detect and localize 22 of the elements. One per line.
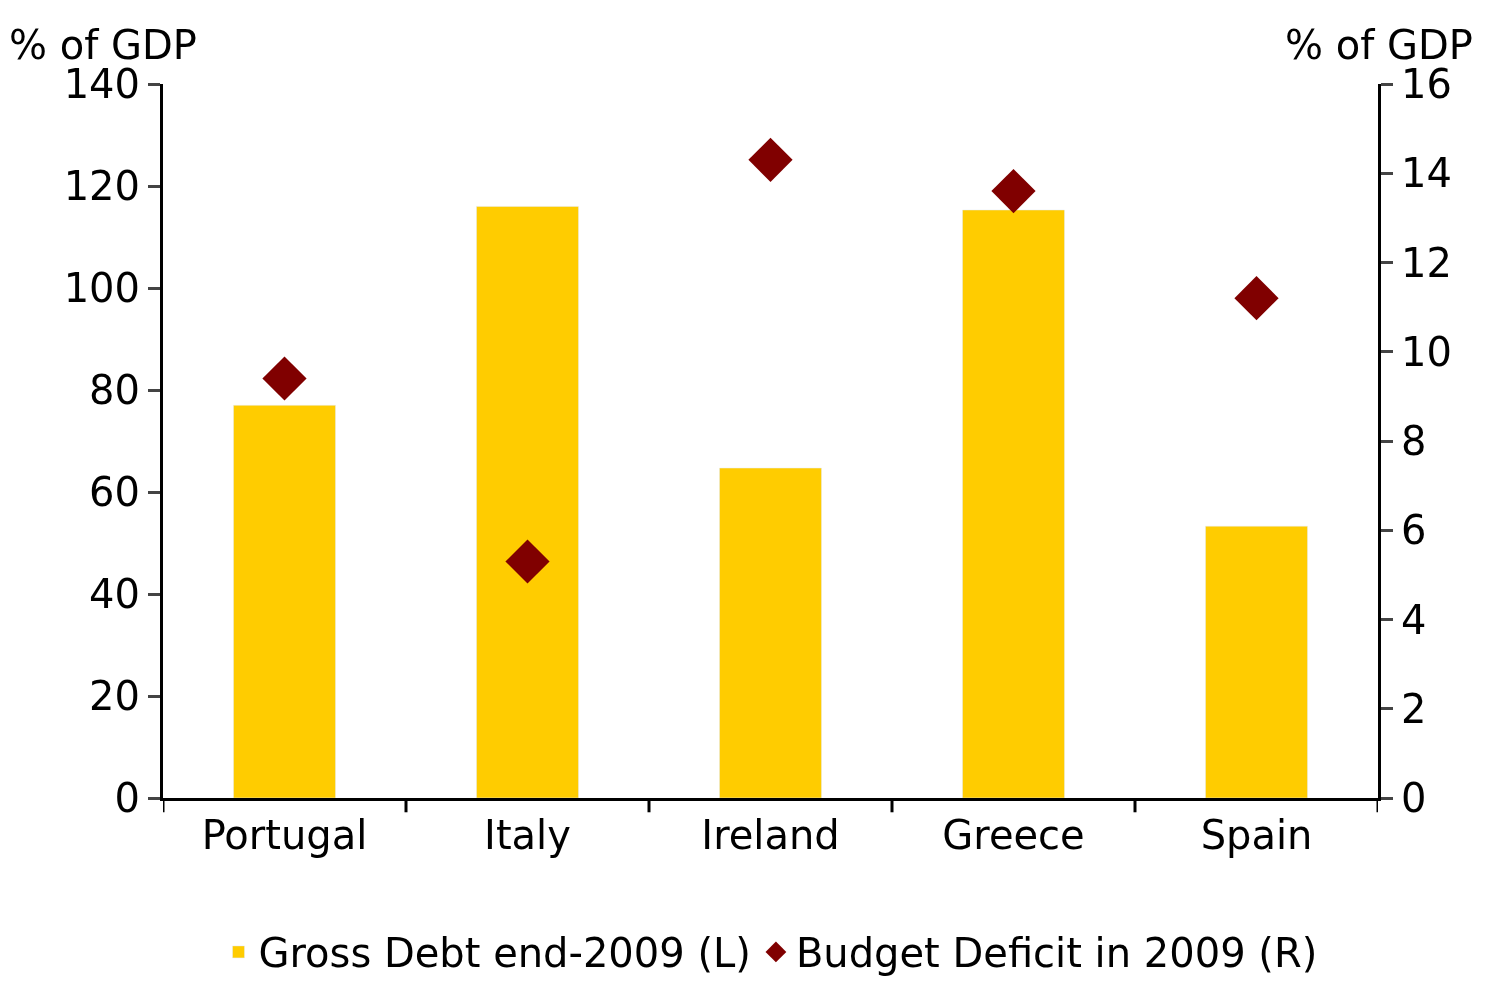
y-tick-label: 60 — [89, 469, 140, 515]
y-tick-label: 40 — [89, 571, 140, 617]
y-tick-label: 20 — [89, 673, 140, 719]
y-tick-label: 0 — [114, 775, 140, 821]
y2-tick-label: 14 — [1401, 150, 1452, 197]
y2-tick-label: 4 — [1401, 596, 1427, 643]
x-tick-label: Spain — [1200, 812, 1313, 858]
x-tick-label: Greece — [942, 812, 1085, 858]
legend-label: Budget Deficit in 2009 (R) — [795, 930, 1318, 977]
y-tick-label: 100 — [63, 265, 140, 311]
y2-tick-label: 8 — [1401, 418, 1427, 464]
y-tick-label: 80 — [89, 367, 140, 413]
y2-tick-label: 0 — [1401, 775, 1427, 821]
legend-label: Gross Debt end-2009 (L) — [258, 930, 751, 977]
x-tick-label: Portugal — [201, 812, 368, 858]
y2-tick-label: 2 — [1401, 685, 1427, 732]
y-tick-label: 120 — [63, 163, 140, 209]
x-tick-label: Ireland — [701, 812, 840, 858]
x-tick-label: Italy — [484, 812, 571, 858]
y2-tick-label: 12 — [1401, 239, 1452, 286]
y2-tick-label: 10 — [1401, 328, 1452, 375]
y2-tick-label: 6 — [1401, 507, 1427, 554]
